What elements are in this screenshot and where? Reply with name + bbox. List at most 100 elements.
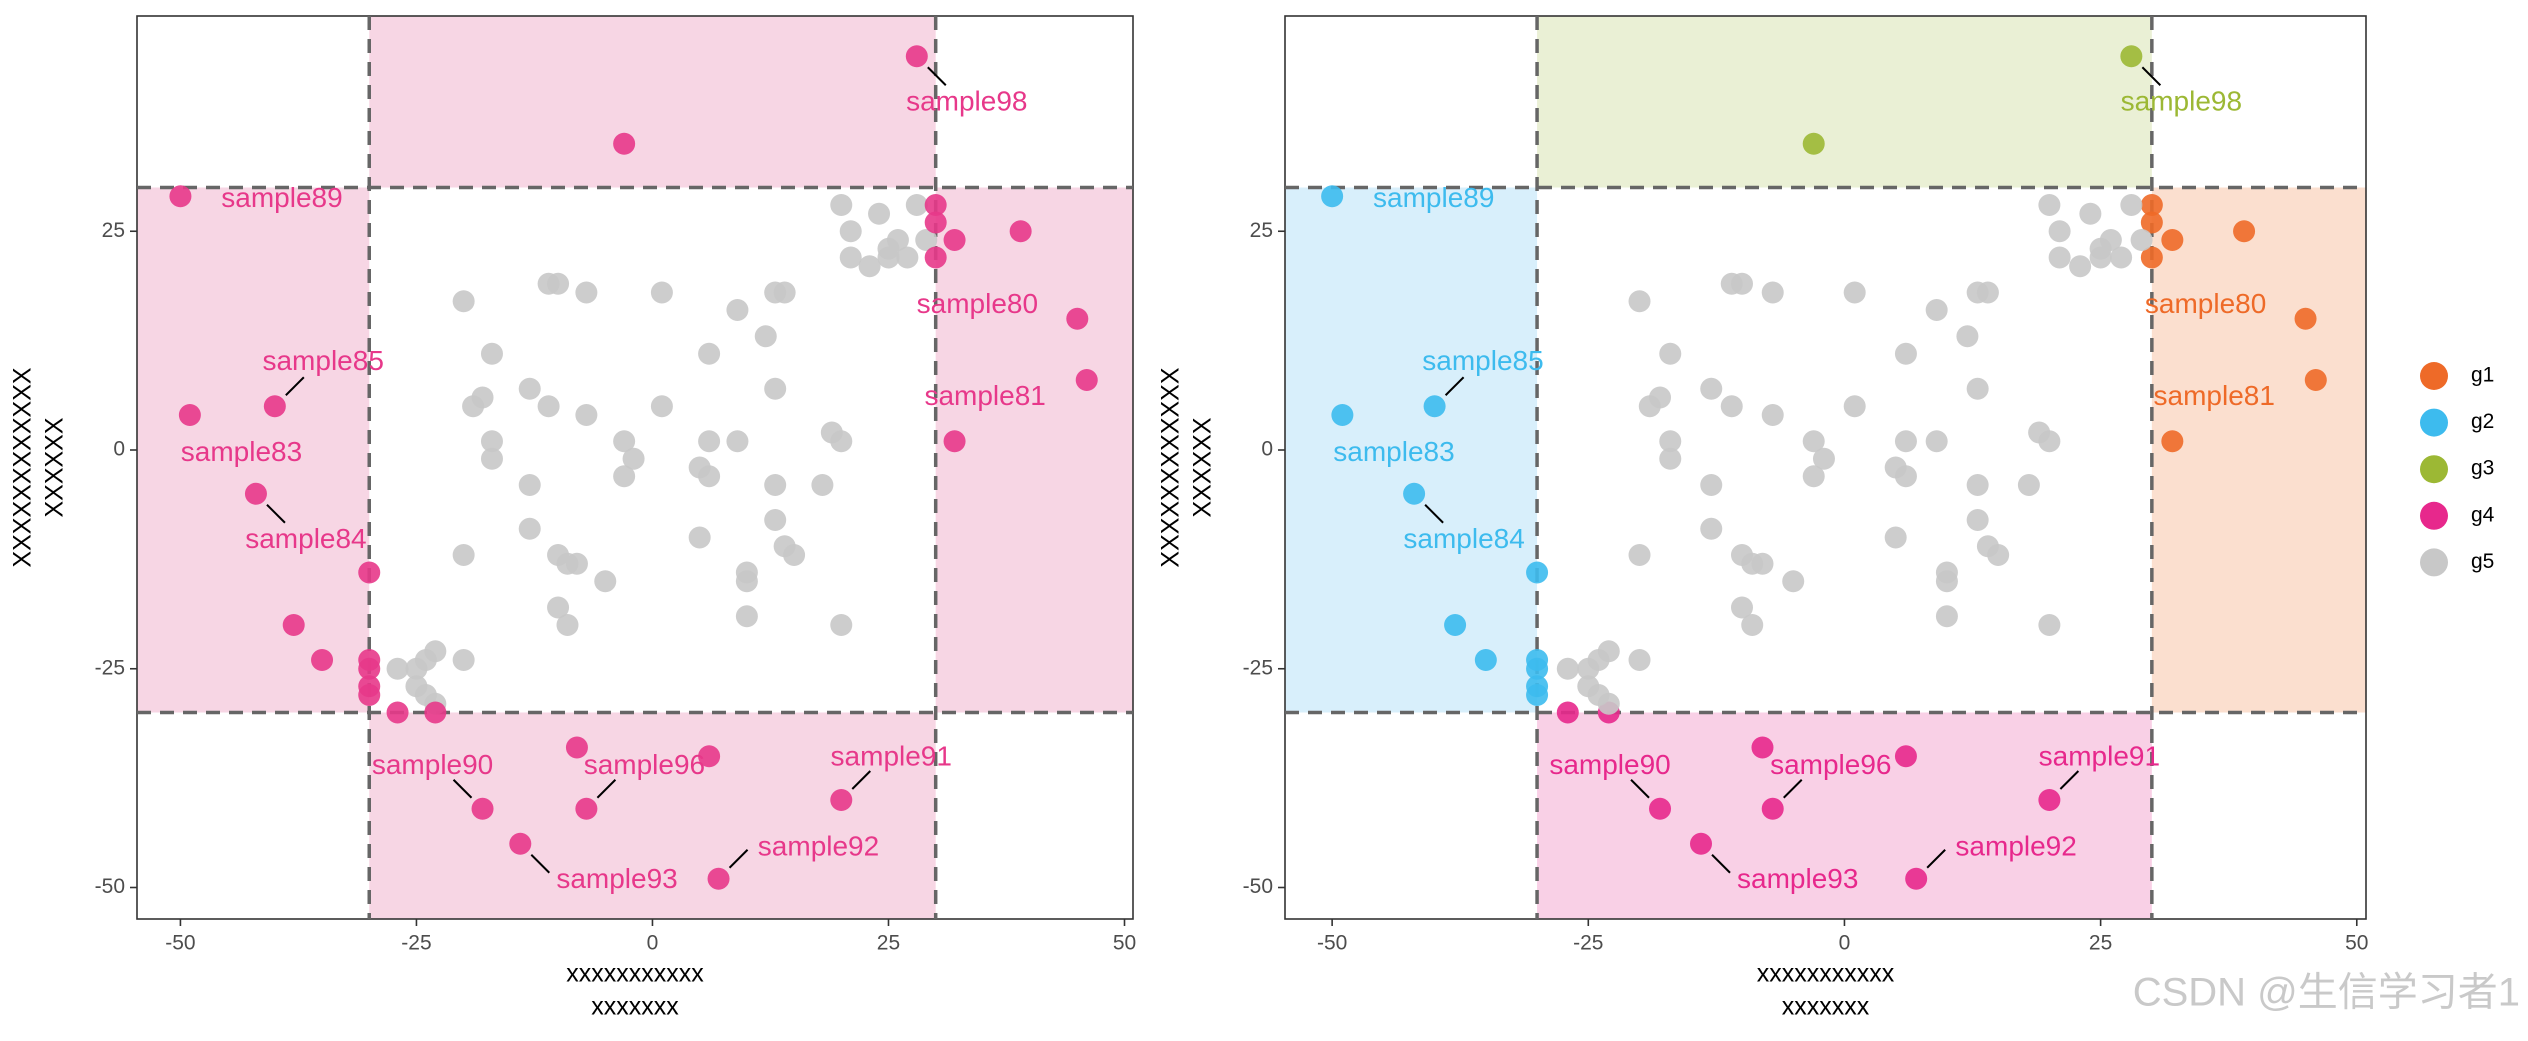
point [509,832,532,855]
point [2304,369,2327,391]
point [2130,229,2153,251]
point [726,299,749,321]
point [2140,194,2163,216]
point [1659,430,1682,453]
point [1843,395,1866,418]
point [2140,246,2163,269]
point-label: sample91 [831,740,952,771]
point [1526,561,1549,584]
point [1843,281,1866,304]
point-label: sample92 [758,831,879,862]
point [2161,229,2184,251]
point [471,797,494,820]
point [1628,649,1651,671]
point [915,229,938,251]
point [2079,202,2102,225]
point [575,404,598,426]
point-label: sample96 [584,749,705,780]
point [414,684,437,706]
point [1700,377,1723,400]
point [924,194,947,216]
point [1956,325,1979,348]
point [1321,185,1344,208]
point [1556,657,1579,680]
point [943,229,966,251]
point [575,281,598,304]
point-label: sample83 [1333,436,1454,467]
point [1894,465,1917,488]
label-leader [728,849,749,869]
point [811,474,834,496]
label-leader [1926,849,1946,869]
point [1761,281,1784,304]
point [1628,544,1651,566]
point [2038,194,2061,216]
point [707,867,730,890]
point-label: sample98 [2121,85,2242,116]
label-leader [2059,770,2080,790]
point [754,325,777,348]
point [1526,684,1549,706]
point [537,395,560,418]
plot-border [1284,15,2367,920]
point [178,404,201,426]
point-label: sample90 [372,749,493,780]
point [905,194,928,216]
point [764,509,787,531]
watermark: CSDN @生信学习者1 [2133,971,2520,1015]
label-leader [2141,66,2162,86]
point [556,614,579,636]
point-label: sample81 [2154,380,2275,411]
point [1802,132,1825,155]
x-tick-label: -50 [165,932,195,955]
point [830,430,853,453]
point [830,194,853,216]
region [369,712,936,919]
point [1894,430,1917,453]
point [622,447,645,470]
point [2048,220,2071,243]
point [518,517,541,540]
point [405,657,428,680]
point [1066,307,1089,330]
point [943,430,966,453]
point [1700,474,1723,496]
point [2294,307,2317,330]
point [764,474,787,496]
legend-label: g4 [2471,503,2495,526]
point [1782,570,1805,593]
point [1966,377,1989,400]
point [2017,474,2040,496]
label-leader [1630,779,1650,799]
x-tick-label: 0 [1839,932,1851,955]
point [1751,552,1774,575]
x-axis-title: xxxxxxxxxxx [566,960,704,988]
point [462,395,485,418]
point [452,544,475,566]
point-label: sample91 [2039,740,2160,771]
label-leader [1424,504,1444,524]
point [783,544,806,566]
point [1812,447,1835,470]
point [2048,246,2071,269]
point [2161,430,2184,453]
point [726,430,749,453]
point [480,447,503,470]
point [1690,832,1713,855]
y-tick-label: -25 [95,656,125,679]
point [839,220,862,243]
point-label: sample84 [1403,523,1524,554]
point [905,45,928,68]
y-tick-label: -50 [1243,875,1273,898]
label-leader [1444,376,1465,396]
y-axis-title: XXXXXXXXXXXX [1157,367,1185,567]
point [424,701,447,724]
point [480,342,503,365]
point-label: sample81 [924,380,1045,411]
legend-marker [2420,501,2448,530]
x-tick-label: 25 [877,932,900,955]
point [1444,614,1467,636]
point [2038,430,2061,453]
point [2089,246,2112,269]
